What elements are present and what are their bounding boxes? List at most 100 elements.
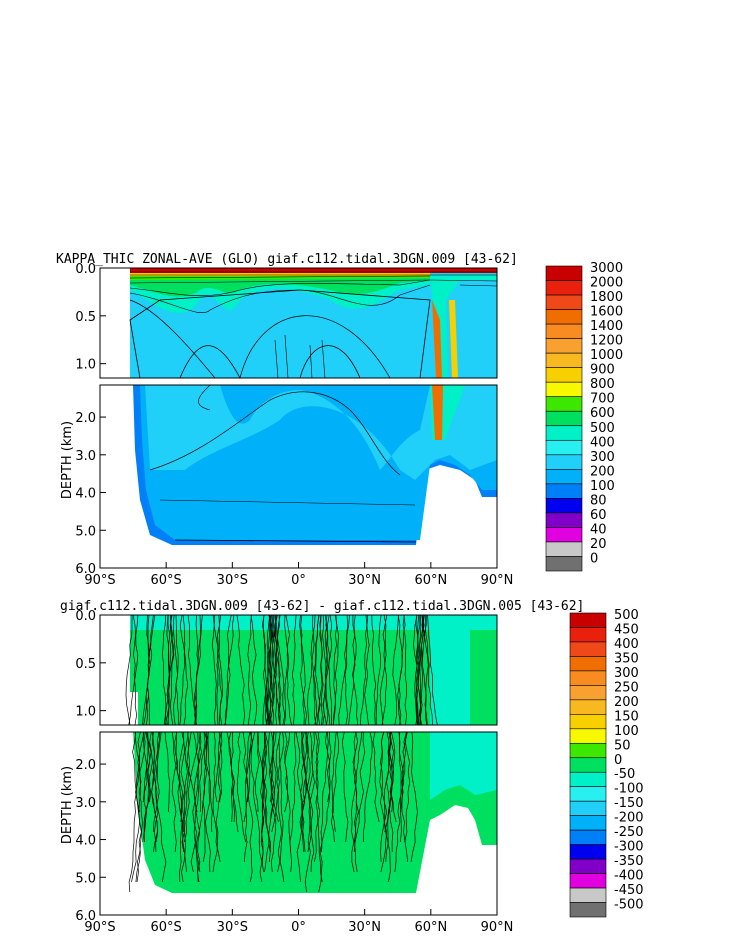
x-tick-label: 90°N xyxy=(481,573,514,588)
y-tick-label: 2.0 xyxy=(75,758,96,773)
colorbar-swatch xyxy=(569,641,607,657)
y-tick-label: 0.5 xyxy=(75,657,96,672)
y-tick-label: 1.0 xyxy=(75,705,96,720)
colorbar-swatch xyxy=(545,541,583,557)
colorbar-label: -350 xyxy=(614,854,644,869)
x-tick-label: 90°N xyxy=(481,920,514,935)
panel-1: KAPPA_THIC ZONAL-AVE (GLO) giaf.c112.tid… xyxy=(56,252,623,588)
y-tick-label: 4.0 xyxy=(75,834,96,849)
colorbar-swatch xyxy=(545,381,583,398)
colorbar-swatch xyxy=(569,685,607,701)
panel-1-lower-field xyxy=(133,385,497,545)
colorbar-label: -100 xyxy=(614,782,644,797)
colorbar-label: 1200 xyxy=(590,334,623,349)
y-tick-label: 3.0 xyxy=(75,449,96,464)
colorbar-label: 0 xyxy=(590,551,598,566)
colorbar-swatch xyxy=(569,800,607,816)
x-tick-label: 60°S xyxy=(151,920,182,935)
colorbar-label: 50 xyxy=(614,738,631,753)
colorbar-swatch xyxy=(545,483,583,499)
colorbar-label: 350 xyxy=(614,651,639,666)
x-tick-label: 0° xyxy=(291,573,306,588)
colorbar-swatch xyxy=(569,757,607,773)
colorbar-label: -200 xyxy=(614,811,644,826)
colorbar-swatch xyxy=(545,396,583,412)
y-tick-label: 5.0 xyxy=(75,871,96,886)
colorbar-label: 500 xyxy=(614,608,639,623)
colorbar-swatch xyxy=(569,873,607,889)
y-tick-label: 6.0 xyxy=(75,562,96,577)
colorbar-label: 450 xyxy=(614,622,639,637)
panel-2-lower-field xyxy=(128,732,497,893)
colorbar-label: 60 xyxy=(590,508,607,523)
y-tick-label: 4.0 xyxy=(75,487,96,502)
colorbar-swatch xyxy=(545,338,583,354)
panel-2-upper-field xyxy=(125,615,497,725)
colorbar-swatch xyxy=(545,556,583,572)
colorbar-label: 80 xyxy=(590,493,607,508)
panel-1-upper-field xyxy=(129,268,497,378)
colorbar-swatch xyxy=(569,786,607,802)
panel-1-colorbar: 3000200018001600140012001000900800700600… xyxy=(545,261,623,572)
colorbar-swatch xyxy=(569,699,607,715)
panel-2-colorbar: 500450400350300250200150100500-50-100-15… xyxy=(569,608,644,918)
colorbar-label: 20 xyxy=(590,537,607,552)
colorbar-swatch xyxy=(569,771,607,788)
colorbar-label: -450 xyxy=(614,883,644,898)
colorbar-swatch xyxy=(569,714,607,730)
colorbar-swatch xyxy=(569,829,607,845)
colorbar-swatch xyxy=(545,454,583,470)
colorbar-label: 100 xyxy=(614,724,639,739)
colorbar-label: 3000 xyxy=(590,261,623,276)
panel-1-title: KAPPA_THIC ZONAL-AVE (GLO) giaf.c112.tid… xyxy=(56,252,518,267)
colorbar-label: 200 xyxy=(614,695,639,710)
colorbar-label: 100 xyxy=(590,479,615,494)
colorbar-swatch xyxy=(545,410,583,427)
colorbar-label: -300 xyxy=(614,840,644,855)
panel-1-ticks: 90°S 60°S 30°S 0° 30°N 60°N 90°N 0.0 0.5 1.0 2.0 3.… xyxy=(75,262,513,588)
colorbar-swatch xyxy=(545,352,583,368)
colorbar-swatch xyxy=(569,844,607,860)
colorbar-label: 1800 xyxy=(590,290,623,305)
x-tick-label: 60°N xyxy=(414,573,447,588)
colorbar-swatch xyxy=(569,656,607,672)
colorbar-label: 40 xyxy=(590,522,607,537)
colorbar-label: 200 xyxy=(590,464,615,479)
colorbar-swatch xyxy=(545,265,583,281)
colorbar-swatch xyxy=(545,498,583,514)
colorbar-swatch xyxy=(569,815,607,831)
colorbar-label: 300 xyxy=(614,666,639,681)
colorbar-swatch xyxy=(569,612,607,628)
x-tick-label: 30°N xyxy=(348,573,381,588)
colorbar-label: 300 xyxy=(590,450,615,465)
colorbar-swatch xyxy=(569,742,607,759)
y-tick-label: 2.0 xyxy=(75,411,96,426)
colorbar-label: -150 xyxy=(614,796,644,811)
colorbar-label: -400 xyxy=(614,869,644,884)
colorbar-label: 2000 xyxy=(590,276,623,291)
colorbar-swatch xyxy=(545,425,583,441)
y-tick-label: 3.0 xyxy=(75,796,96,811)
colorbar-swatch xyxy=(545,512,583,528)
x-tick-label: 90°S xyxy=(84,573,115,588)
colorbar-swatch xyxy=(545,323,583,339)
colorbar-label: -250 xyxy=(614,825,644,840)
colorbar-label: 700 xyxy=(590,392,615,407)
colorbar-label: 0 xyxy=(614,753,622,768)
y-tick-label: 6.0 xyxy=(75,909,96,924)
panel-2: giaf.c112.tidal.3DGN.009 [43-62] - giaf.… xyxy=(60,599,644,935)
colorbar-swatch xyxy=(545,309,583,325)
colorbar-swatch xyxy=(569,887,607,903)
x-tick-label: 30°S xyxy=(217,920,248,935)
panel-1-ylabel: DEPTH (km) xyxy=(60,421,75,499)
colorbar-label: 1600 xyxy=(590,305,623,320)
colorbar-label: 500 xyxy=(590,421,615,436)
colorbar-swatch xyxy=(545,294,583,310)
colorbar-swatch xyxy=(569,627,607,643)
panel-2-ticks: 90°S 60°S 30°S 0° 30°N 60°N 90°N 0.0 0.5 1.0 2.0 3.… xyxy=(75,609,513,935)
colorbar-swatch xyxy=(569,902,607,918)
x-tick-label: 60°S xyxy=(151,573,182,588)
colorbar-label: 1000 xyxy=(590,348,623,363)
colorbar-swatch xyxy=(545,280,583,296)
